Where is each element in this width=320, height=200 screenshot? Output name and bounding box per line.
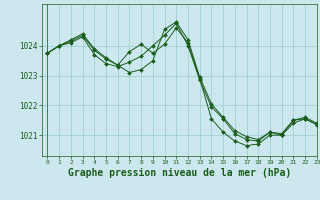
X-axis label: Graphe pression niveau de la mer (hPa): Graphe pression niveau de la mer (hPa) bbox=[68, 168, 291, 178]
